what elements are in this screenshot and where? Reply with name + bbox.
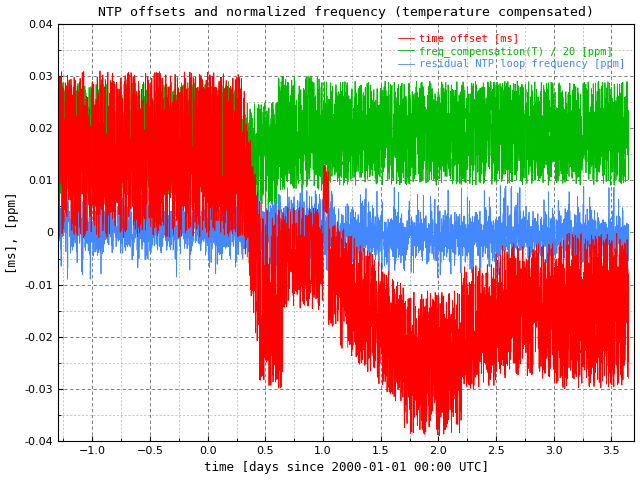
time offset [ms] [294,234,301,240]
freq_compensation(T) / 20 [ppm] [54,99,61,105]
freq_compensation(T) / 20 [ppm] [607,106,615,112]
time offset [ms] [607,219,615,225]
time offset [ms] [299,242,307,248]
Line: time offset [ms]: time offset [ms] [58,175,628,279]
Title: NTP offsets and normalized frequency (temperature compensated): NTP offsets and normalized frequency (te… [98,6,594,19]
time offset [ms] [250,172,257,178]
X-axis label: time [days since 2000-01-01 00:00 UTC]: time [days since 2000-01-01 00:00 UTC] [204,461,488,474]
time offset [ms] [54,187,61,192]
time offset [ms] [625,230,632,236]
freq_compensation(T) / 20 [ppm] [294,151,301,156]
Y-axis label: [ms], [ppm]: [ms], [ppm] [6,191,19,274]
residual NTP loop frequency [ppm] [325,252,333,258]
Legend: time offset [ms], freq_compensation(T) / 20 [ppm], residual NTP loop frequency [: time offset [ms], freq_compensation(T) /… [394,29,629,73]
residual NTP loop frequency [ppm] [435,432,443,438]
time offset [ms] [63,276,71,282]
residual NTP loop frequency [ppm] [607,349,615,355]
residual NTP loop frequency [ppm] [96,68,104,74]
residual NTP loop frequency [ppm] [469,356,477,362]
residual NTP loop frequency [ppm] [298,242,306,248]
freq_compensation(T) / 20 [ppm] [298,144,306,149]
freq_compensation(T) / 20 [ppm] [238,203,246,209]
residual NTP loop frequency [ppm] [54,80,61,85]
freq_compensation(T) / 20 [ppm] [625,147,632,153]
freq_compensation(T) / 20 [ppm] [579,119,587,124]
Line: residual NTP loop frequency [ppm]: residual NTP loop frequency [ppm] [58,71,628,435]
time offset [ms] [469,223,477,228]
time offset [ms] [579,221,587,227]
residual NTP loop frequency [ppm] [579,319,587,325]
residual NTP loop frequency [ppm] [625,375,632,381]
time offset [ms] [325,241,333,247]
residual NTP loop frequency [ppm] [294,238,301,244]
freq_compensation(T) / 20 [ppm] [469,143,477,148]
Line: freq_compensation(T) / 20 [ppm]: freq_compensation(T) / 20 [ppm] [58,76,628,206]
freq_compensation(T) / 20 [ppm] [307,73,315,79]
freq_compensation(T) / 20 [ppm] [325,106,333,112]
